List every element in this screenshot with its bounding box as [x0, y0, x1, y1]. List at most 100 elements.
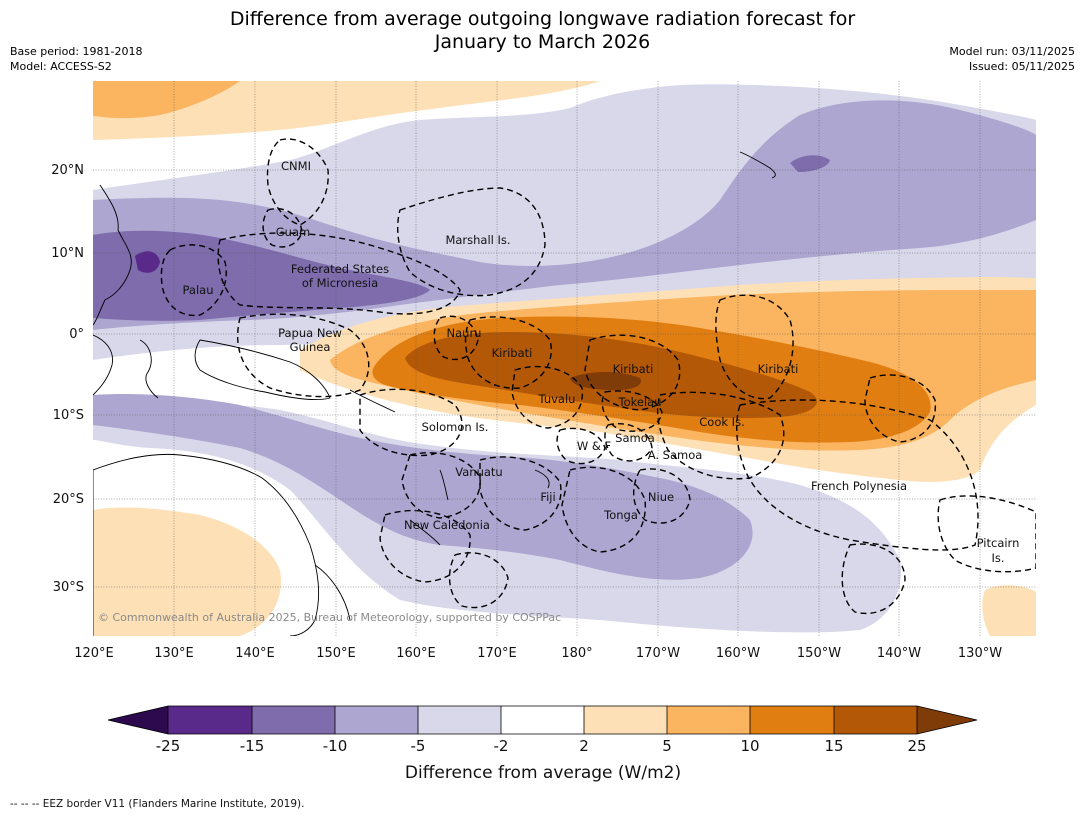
eez-tokelau [601, 390, 663, 432]
coast-philippines [93, 184, 132, 326]
anomaly-region-top-orange-medium [93, 81, 240, 119]
colorbar-tick: -25 [156, 737, 181, 755]
eez-micronesia [217, 232, 461, 315]
lon-label-140w: 140°W [877, 646, 921, 661]
label-fsm-line2: of Micronesia [302, 276, 378, 290]
lon-label-130w: 130°W [958, 646, 1002, 661]
eez-marquesas [864, 374, 937, 443]
colorbar-tick: 2 [579, 737, 589, 755]
lon-label-140e: 140°E [235, 646, 275, 661]
model-run: Model run: 03/11/2025 [949, 45, 1075, 58]
coast-sulawesi [139, 339, 159, 399]
eez-norfolk [448, 552, 509, 609]
coast-solomons [349, 389, 396, 413]
eez-fiji [479, 456, 562, 531]
label-french-polynesia: French Polynesia [811, 479, 907, 493]
label-palau: Palau [183, 283, 214, 297]
lon-label-160e: 160°E [396, 646, 436, 661]
colorbar-segment [168, 706, 252, 734]
coastlines [93, 151, 776, 636]
label-nauru: Nauru [447, 326, 482, 340]
lat-label-20s: 20°S [53, 492, 84, 507]
coast-hawaii [739, 151, 776, 179]
lat-label-10n: 10°N [51, 246, 84, 261]
meta-right: Model run: 03/11/2025 Issued: 05/11/2025 [949, 44, 1075, 74]
colorbar-tick: 15 [824, 737, 843, 755]
anomaly-region-purple-south [93, 394, 753, 580]
eez-footnote: -- -- -- EEZ border V11 (Flanders Marine… [10, 798, 304, 810]
latitude-labels: 20°N 10°N 0° 10°S 20°S 30°S [51, 163, 84, 595]
graticule [93, 81, 1036, 636]
eez-tonga [561, 466, 646, 553]
label-vanuatu: Vanuatu [455, 465, 502, 479]
eez-vanuatu [401, 452, 481, 519]
lon-label-150e: 150°E [316, 646, 356, 661]
label-tokelau: Tokelau [618, 395, 662, 409]
lat-label-10s: 10°S [53, 408, 84, 423]
eez-niue [633, 468, 691, 524]
map-panel[interactable]: CNMI Guam Marshall Is. Federated States … [93, 81, 1036, 636]
eez-wallis-futuna [556, 427, 606, 465]
colorbar-segment [418, 706, 501, 734]
coast-new-zealand [314, 564, 351, 621]
title-line-2: January to March 2026 [434, 31, 651, 53]
label-niue: Niue [648, 490, 674, 504]
meta-left: Base period: 1981-2018 Model: ACCESS-S2 [10, 44, 142, 74]
label-tonga: Tonga [603, 508, 638, 522]
colorbar-segment [335, 706, 418, 734]
eez-palau [160, 244, 227, 317]
coast-vanuatu [439, 469, 449, 501]
colorbar-tick: 10 [740, 737, 759, 755]
label-kiribati-line: Kiribati [758, 362, 799, 376]
title-line-1: Difference from average outgoing longwav… [229, 8, 856, 30]
eez-cook [656, 391, 785, 480]
coast-new-guinea [194, 339, 331, 401]
lon-label-130e: 130°E [154, 646, 194, 661]
label-fsm-line1: Federated States [291, 262, 389, 276]
colorbar-tick: -2 [494, 737, 509, 755]
longitude-labels: 120°E 130°E 140°E 150°E 160°E 170°E 180°… [74, 646, 1002, 661]
model-name: Model: ACCESS-S2 [10, 60, 112, 73]
label-solomon-is: Solomon Is. [422, 420, 489, 434]
lat-label-0: 0° [69, 327, 84, 342]
label-pitcairn-line2: Is. [991, 551, 1004, 565]
eez-pitcairn [937, 495, 1036, 573]
lon-label-170e: 170°E [477, 646, 517, 661]
eez-solomons [359, 388, 463, 457]
colorbar-tick: -10 [323, 737, 348, 755]
coast-fiji [534, 469, 550, 489]
label-samoa: Samoa [615, 431, 655, 445]
colorbar-max-extension [917, 706, 977, 734]
label-png-line2: Guinea [290, 340, 331, 354]
eez-cnmi [266, 138, 329, 226]
label-png-line1: Papua New [278, 326, 342, 340]
colorbar-segment [584, 706, 667, 734]
anomaly-region-top-orange [93, 81, 600, 140]
colorbar-min-extension [108, 706, 168, 734]
colorbar-segment [750, 706, 834, 734]
chart-title: Difference from average outgoing longwav… [0, 8, 1085, 54]
eez-png [236, 313, 370, 398]
lat-label-30s: 30°S [53, 580, 84, 595]
colorbar-tick: -15 [240, 737, 265, 755]
place-labels: CNMI Guam Marshall Is. Federated States … [183, 159, 1020, 565]
label-tuvalu: Tuvalu [538, 392, 576, 406]
colorbar-segment [501, 706, 584, 734]
eez-marshall [397, 187, 546, 297]
label-cnmi: CNMI [281, 159, 311, 173]
anomaly-region-dark-purple [93, 230, 430, 321]
label-pitcairn-line1: Pitcairn [977, 536, 1020, 550]
label-new-caledonia: New Caledonia [404, 518, 490, 532]
colorbar: -25 -15 -10 -5 -2 2 5 10 15 25 Differenc… [107, 705, 978, 783]
eez-new-caledonia [379, 509, 471, 583]
coast-borneo [93, 334, 113, 396]
eez-kiribati-line [715, 294, 794, 400]
colorbar-dividers [167, 706, 918, 734]
anomaly-region-southeast-orange [982, 585, 1036, 636]
label-american-samoa: A. Samoa [648, 448, 703, 462]
anomaly-region-darkest-purple [135, 251, 160, 273]
colorbar-label: Difference from average (W/m2) [405, 763, 681, 783]
colorbar-tick: 5 [662, 737, 672, 755]
eez-nauru [433, 315, 479, 361]
